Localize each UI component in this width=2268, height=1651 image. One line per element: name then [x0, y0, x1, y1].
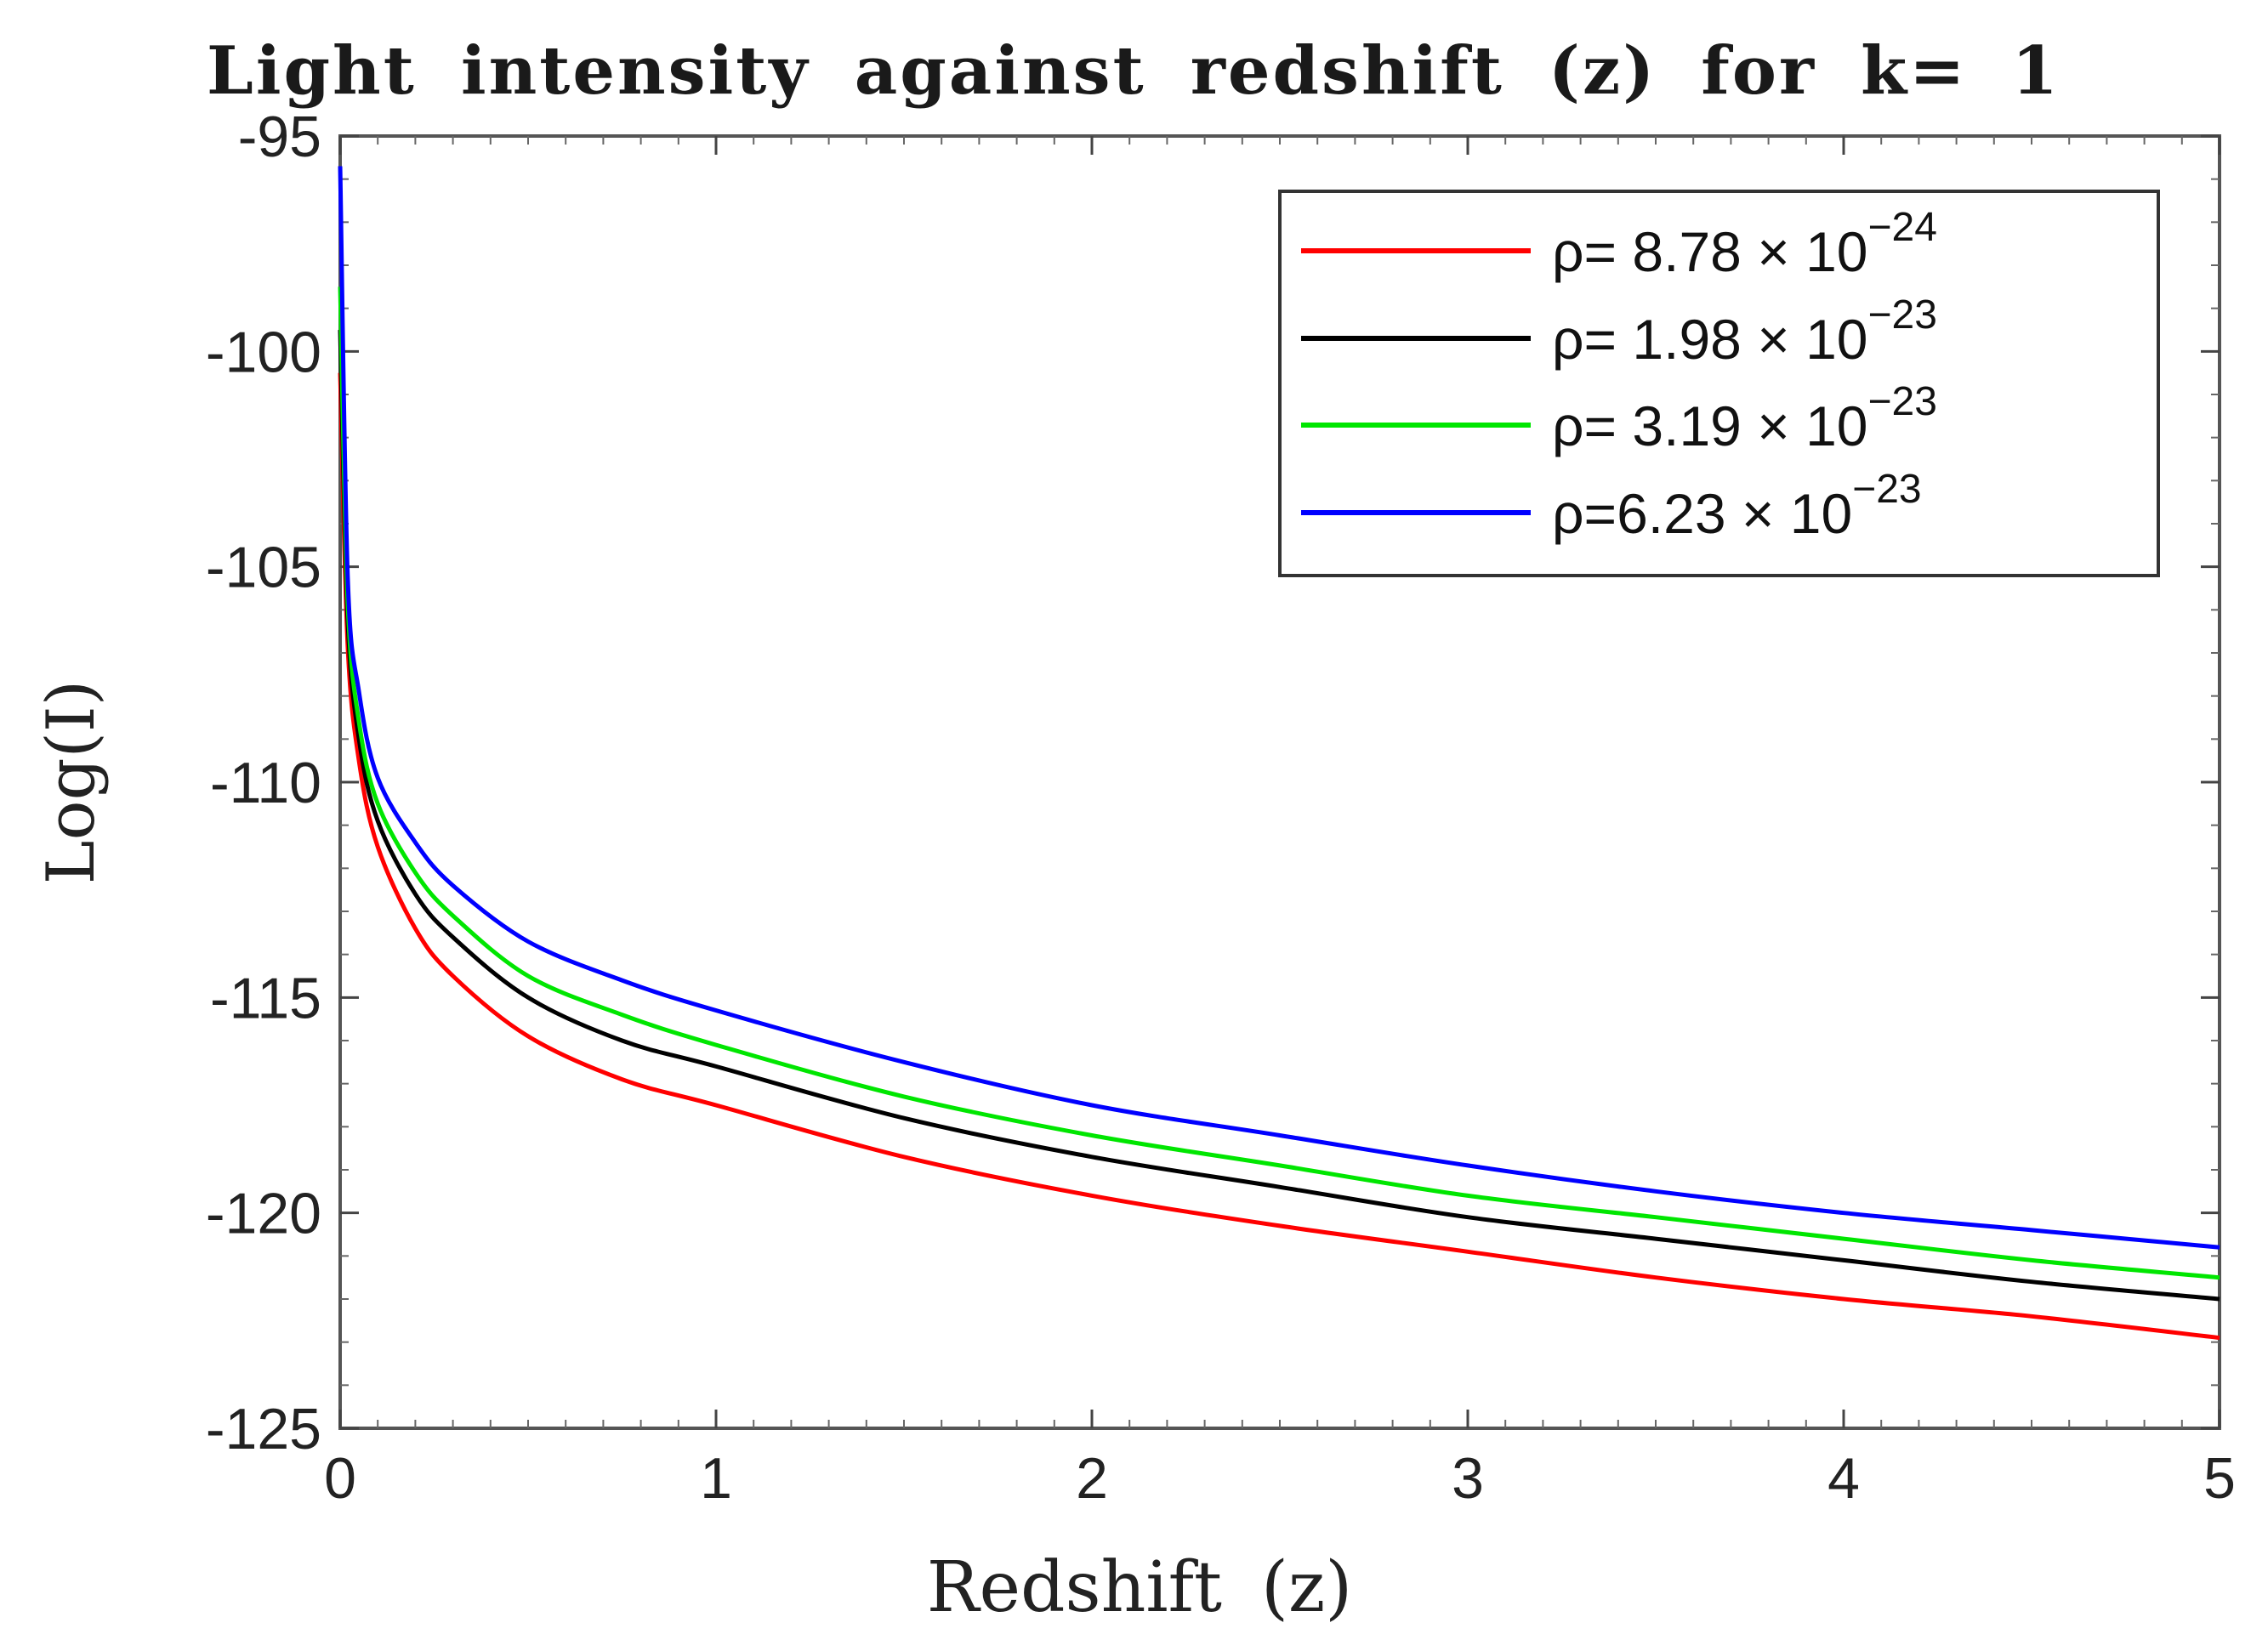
- legend: ρ= 8.78 × 10−24ρ= 1.98 × 10−23ρ= 3.19 × …: [1278, 190, 2160, 577]
- chart-title: Light intensity against redshift (z) for…: [207, 32, 2061, 110]
- series-line-1: [338, 372, 2220, 1341]
- legend-label-3: ρ= 3.19 × 10−23: [1552, 379, 1937, 457]
- legend-label-text: ρ=6.23 × 10: [1552, 482, 1852, 545]
- y-tick-label: -120: [206, 1182, 321, 1246]
- legend-label-2: ρ= 1.98 × 10−23: [1552, 292, 1937, 371]
- y-axis-label: Log(I): [33, 680, 110, 884]
- x-tick-label: 1: [700, 1446, 732, 1511]
- series-line-4: [338, 166, 2220, 1250]
- y-tick-label: -105: [206, 536, 321, 600]
- major-ticks: [338, 134, 2221, 1430]
- series-layer: [338, 166, 2220, 1341]
- y-tick-label: -125: [206, 1397, 321, 1461]
- legend-label-exponent: −23: [1852, 467, 1921, 512]
- series-line-2: [338, 329, 2220, 1302]
- x-tick-label: 4: [1827, 1446, 1860, 1511]
- x-tick-label: 3: [1452, 1446, 1484, 1511]
- x-tick-label: 0: [324, 1446, 356, 1511]
- legend-label-exponent: −23: [1868, 379, 1937, 424]
- x-tick-label: 5: [2203, 1446, 2236, 1511]
- y-tick-label: -95: [238, 105, 321, 169]
- y-tick-label: -115: [210, 966, 321, 1030]
- tick-labels: 0 1 2 3 4 5 -95 -100 -105 -110 -115 -120 -125: [206, 105, 2236, 1511]
- legend-label-1: ρ= 8.78 × 10−24: [1552, 205, 1937, 283]
- legend-label-text: ρ= 8.78 × 10: [1552, 220, 1868, 283]
- legend-label-text: ρ= 3.19 × 10: [1552, 394, 1868, 457]
- legend-label-4: ρ=6.23 × 10−23: [1552, 467, 1922, 545]
- legend-label-exponent: −23: [1868, 292, 1937, 338]
- x-axis-label: Redshift (z): [927, 1547, 1352, 1628]
- legend-label-text: ρ= 1.98 × 10: [1552, 308, 1868, 371]
- y-tick-label: -100: [206, 320, 321, 384]
- y-tick-label: -110: [210, 751, 321, 815]
- series-line-3: [338, 287, 2220, 1280]
- x-tick-label: 2: [1076, 1446, 1108, 1511]
- legend-label-exponent: −24: [1868, 205, 1937, 250]
